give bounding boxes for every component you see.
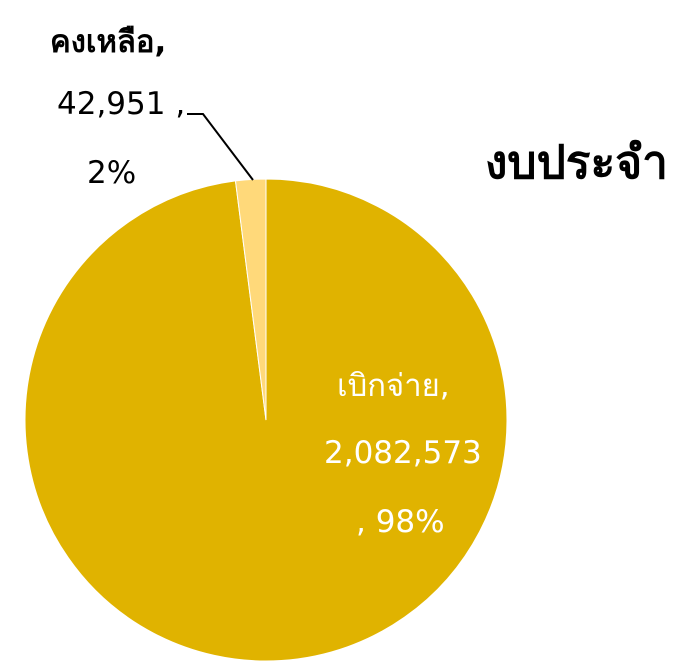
pie-slices xyxy=(24,178,508,662)
pie-slice-remaining xyxy=(234,178,267,421)
slice-label-remaining-name: คงเหลือ, xyxy=(50,24,166,60)
slice-label-spent-percent: , 98% xyxy=(356,504,445,540)
slice-label-remaining-value: 42,951 , xyxy=(57,86,185,122)
slice-label-spent-value: 2,082,573 xyxy=(324,435,482,471)
leader-line-remaining xyxy=(187,113,254,181)
slice-label-spent-name: เบิกจ่าย, xyxy=(337,368,450,404)
chart-title: งบประจำ xyxy=(485,135,668,189)
slice-label-remaining-percent: 2% xyxy=(87,155,136,191)
